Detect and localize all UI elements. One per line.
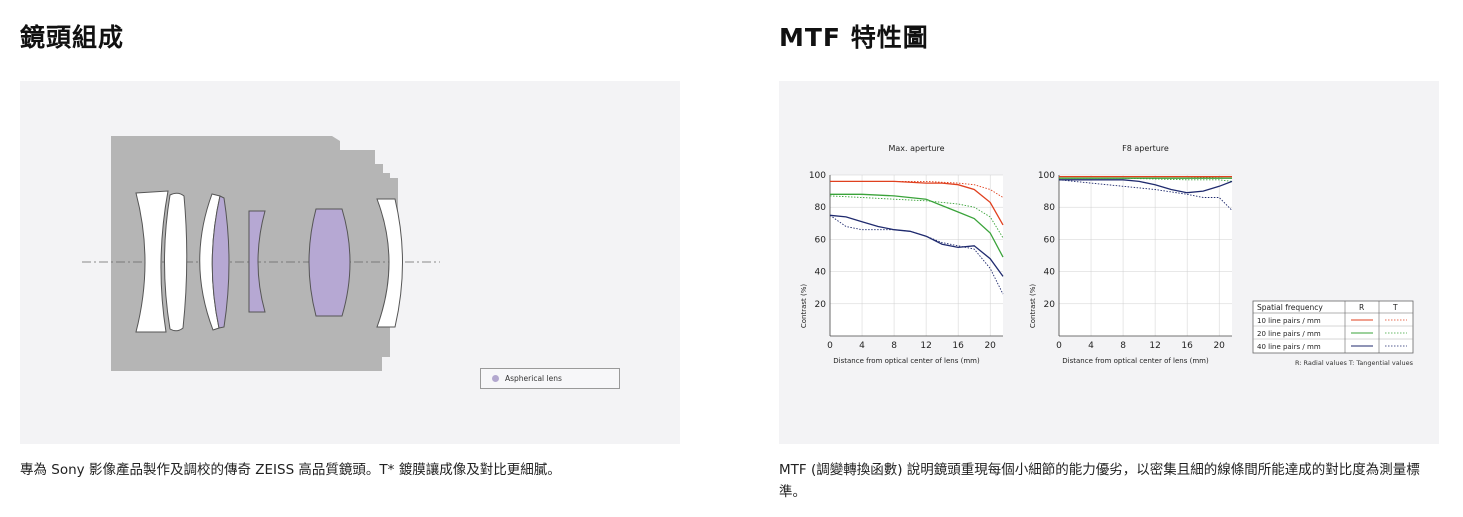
x-tick-label: 8 <box>891 341 897 351</box>
y-axis-label: Contrast (%) <box>800 284 808 329</box>
y-tick-label: 80 <box>815 203 827 213</box>
x-axis-label: Distance from optical center of lens (mm… <box>1062 357 1209 365</box>
aspherical-element-2 <box>248 210 266 313</box>
aspherical-swatch-icon <box>492 375 499 382</box>
aspherical-element-3 <box>308 208 351 317</box>
lens-element-2 <box>164 192 188 332</box>
y-tick-label: 60 <box>1044 235 1056 245</box>
y-tick-label: 20 <box>1044 300 1056 310</box>
mtf-legend: Spatial frequency R T 10 line pairs / mm… <box>1252 300 1414 367</box>
lens-diagram-panel: Aspherical lens <box>20 81 680 444</box>
y-tick-label: 100 <box>809 171 826 181</box>
aspherical-legend: Aspherical lens <box>480 368 620 389</box>
series-line-r-4 <box>829 214 1004 277</box>
lens-element-1 <box>135 190 169 333</box>
aspherical-legend-label: Aspherical lens <box>505 374 562 383</box>
x-tick-label: 20 <box>984 341 996 351</box>
plot-area <box>830 175 1003 336</box>
x-tick-label: 4 <box>1088 341 1094 351</box>
y-tick-label: 60 <box>815 235 827 245</box>
x-tick-label: 12 <box>920 341 931 351</box>
y-tick-label: 80 <box>1044 203 1056 213</box>
mtf-title: MTF 特性圖 <box>779 23 929 52</box>
y-tick-label: 20 <box>815 300 827 310</box>
legend-header-t: T <box>1392 303 1398 312</box>
x-tick-label: 8 <box>1120 341 1126 351</box>
series-line-t-5 <box>829 214 1004 295</box>
aspherical-element-1 <box>211 195 230 329</box>
x-tick-label: 0 <box>827 341 833 351</box>
x-tick-label: 16 <box>952 341 964 351</box>
legend-row-20: 20 line pairs / mm <box>1257 330 1321 338</box>
legend-row-40: 40 line pairs / mm <box>1257 343 1321 351</box>
lens-diagram <box>82 136 440 371</box>
x-tick-label: 16 <box>1181 341 1193 351</box>
series-line-r-4 <box>1059 179 1233 194</box>
lens-element-6 <box>376 198 403 328</box>
mtf-caption: MTF (調變轉換函數) 說明鏡頭重現每個小細節的能力優劣，以密集且細的線條間所… <box>779 462 1420 500</box>
series-line-t-1 <box>1059 176 1233 179</box>
y-tick-label: 40 <box>1044 268 1056 278</box>
x-tick-label: 4 <box>859 341 865 351</box>
series-line-t-3 <box>829 195 1004 239</box>
plot-area <box>1059 175 1232 336</box>
x-tick-label: 0 <box>1056 341 1062 351</box>
series-line-t-1 <box>830 180 1004 198</box>
series-line-t-3 <box>1059 177 1233 182</box>
mtf-chart-1: 0 4 8 12 16 20 20 40 60 80 100 Max. aperture Distanc… <box>800 144 1004 365</box>
mtf-chart-2: 0 4 8 12 16 20 20 40 60 80 100 F8 aperture Distance … <box>1029 144 1233 365</box>
chart-title: Max. aperture <box>888 144 944 153</box>
y-tick-label: 100 <box>1038 171 1055 181</box>
x-tick-label: 20 <box>1213 341 1225 351</box>
legend-row-10: 10 line pairs / mm <box>1257 317 1321 325</box>
y-axis-label: Contrast (%) <box>1029 284 1037 329</box>
mtf-chart-panel: 0 4 8 12 16 20 20 40 60 80 100 F8 aperture Distance … <box>779 81 1439 444</box>
legend-footnote: R: Radial values T: Tangential values <box>1295 359 1414 367</box>
lens-caption: 專為 Sony 影像產品製作及調校的傳奇 ZEISS 高品質鏡頭。T* 鍍膜讓成… <box>20 462 561 478</box>
y-tick-label: 40 <box>815 268 827 278</box>
series-line-r-2 <box>830 193 1004 258</box>
x-tick-label: 12 <box>1149 341 1160 351</box>
lens-construction-title: 鏡頭組成 <box>20 23 125 52</box>
legend-header-frequency: Spatial frequency <box>1257 303 1323 312</box>
chart-title: F8 aperture <box>1122 144 1169 153</box>
legend-header-r: R <box>1359 303 1364 312</box>
x-axis-label: Distance from optical center of lens (mm… <box>833 357 980 365</box>
